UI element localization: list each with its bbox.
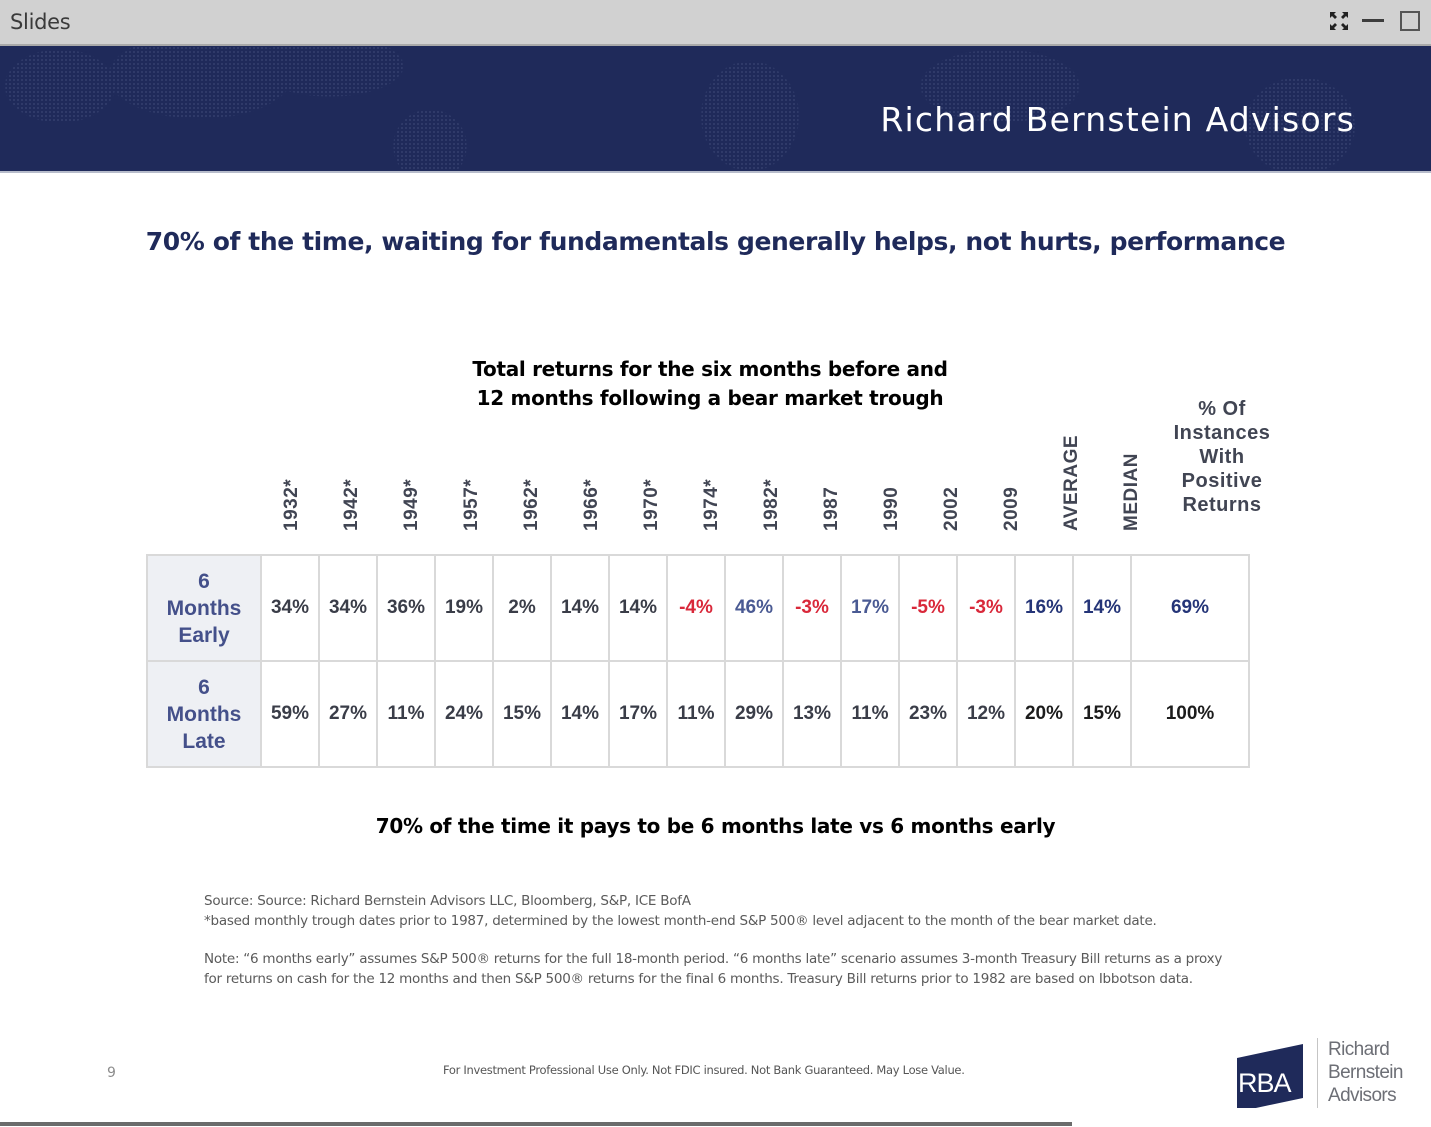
column-header: 1966* [581,478,602,531]
logo-wordmark: Richard Bernstein Advisors [1328,1039,1403,1106]
world-map-pattern [0,46,1431,171]
table-cell: 34% [318,554,378,662]
table-title-line-2: 12 months following a bear market trough [476,386,944,410]
rba-logo-icon: RBA [1237,1042,1303,1112]
minimize-button[interactable] [1362,10,1384,32]
window-title: Slides [10,10,71,34]
table-cell: 36% [376,554,436,662]
table-cell-pct-positive: 69% [1130,554,1250,662]
table-cell-median: 14% [1072,554,1132,662]
table-cell: 24% [434,660,494,768]
table-cell: 11% [666,660,726,768]
conclusion-text: 70% of the time it pays to be 6 months l… [375,814,1056,838]
rba-logo: RBA Richard Bernstein Advisors [1237,1038,1417,1112]
table-cell: 17% [840,554,900,662]
table-cell: 46% [724,554,784,662]
table-cell: 29% [724,660,784,768]
expand-button[interactable] [1328,10,1350,32]
column-header: 1942* [341,478,362,531]
table-cell: 13% [782,660,842,768]
column-header: 2009 [1001,486,1022,531]
note-line-1: Note: “6 months early” assumes S&P 500® … [204,951,1223,967]
column-header: 1970* [641,478,662,531]
table-cell-negative: -3% [782,554,842,662]
table-cell-negative: -3% [956,554,1016,662]
table-cell-pct-positive: 100% [1130,660,1250,768]
column-header-average: AVERAGE [1061,434,1082,531]
column-header: 1982* [761,478,782,531]
table-cell: 34% [260,554,320,662]
column-header-median: MEDIAN [1121,453,1142,531]
returns-table: 6 Months Early 34% 34% 36% 19% 2% 14% 14… [146,554,1250,768]
table-cell: 15% [492,660,552,768]
table-cell-average: 20% [1014,660,1074,768]
table-title: Total returns for the six months before … [0,355,1420,413]
column-header: 1949* [401,478,422,531]
table-cell: 17% [608,660,668,768]
column-header: 1957* [461,478,482,531]
column-header: 1987 [821,486,842,531]
table-cell-median: 15% [1072,660,1132,768]
source-notes: Source: Source: Richard Bernstein Adviso… [204,892,1244,989]
table-cell: 14% [550,660,610,768]
table-cell-negative: -4% [666,554,726,662]
column-header-pct-positive: % Of Instances With Positive Returns [1173,398,1271,516]
table-cell: 23% [898,660,958,768]
bottom-divider [0,1122,1072,1126]
window-title-bar: Slides [0,0,1431,46]
column-header: 1932* [281,478,302,531]
table-cell: 19% [434,554,494,662]
column-header: 2002 [941,486,962,531]
column-header: 1974* [701,478,722,531]
note-line-2: for returns on cash for the 12 months an… [204,970,1193,987]
table-cell: 14% [608,554,668,662]
svg-text:RBA: RBA [1238,1068,1292,1098]
table-cell: 27% [318,660,378,768]
maximize-button[interactable] [1400,11,1420,31]
table-cell: 59% [260,660,320,768]
table-cell: 14% [550,554,610,662]
row-label: 6 Months Late [146,660,262,768]
table-cell: 11% [840,660,900,768]
slide-header-banner: Richard Bernstein Advisors [0,46,1431,173]
table-title-line-1: Total returns for the six months before … [472,357,948,381]
table-cell-average: 16% [1014,554,1074,662]
disclaimer-text: For Investment Professional Use Only. No… [443,1063,965,1077]
table-cell: 11% [376,660,436,768]
page-number: 9 [107,1065,116,1081]
footnote-line: *based monthly trough dates prior to 198… [204,912,1157,929]
expand-icon [1330,12,1348,30]
banner-brand-name: Richard Bernstein Advisors [880,100,1355,139]
table-cell: 12% [956,660,1016,768]
logo-divider [1317,1038,1318,1108]
table-cell-negative: -5% [898,554,958,662]
slide-headline: 70% of the time, waiting for fundamental… [145,227,1286,256]
row-label: 6 Months Early [146,554,262,662]
table-cell: 2% [492,554,552,662]
table-row-6-months-late: 6 Months Late 59% 27% 11% 24% 15% 14% 17… [146,660,1250,768]
column-header: 1990 [881,486,902,531]
table-row-6-months-early: 6 Months Early 34% 34% 36% 19% 2% 14% 14… [146,554,1250,662]
column-header: 1962* [521,478,542,531]
source-line: Source: Source: Richard Bernstein Adviso… [204,893,691,909]
